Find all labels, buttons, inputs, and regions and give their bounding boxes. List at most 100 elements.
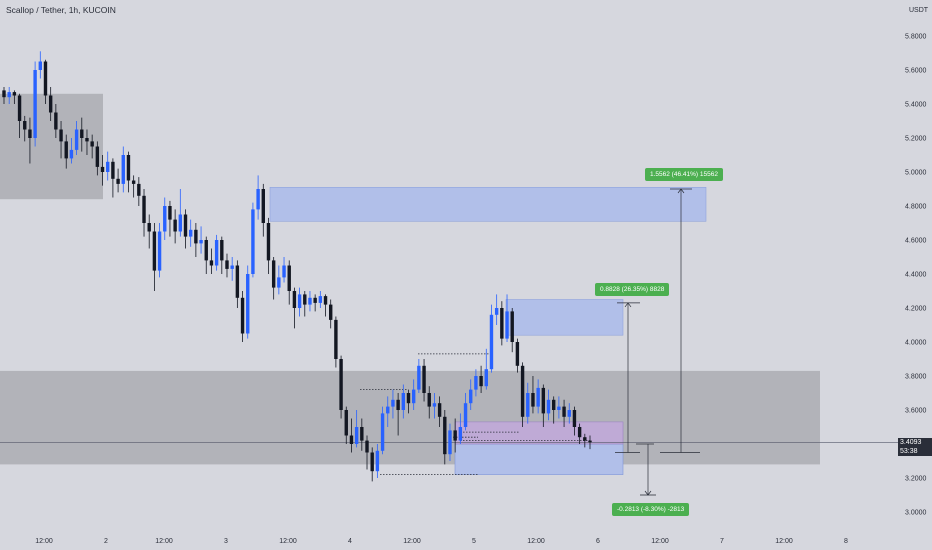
candle-25	[131, 175, 136, 198]
candle-45	[235, 260, 240, 308]
measure-tag-1: 1.5562 (46.41%) 15562	[645, 168, 723, 181]
candle-body	[500, 308, 504, 339]
candle-body	[313, 297, 317, 303]
candle-body	[225, 260, 229, 269]
candle-body	[106, 161, 110, 172]
candle-72	[375, 444, 380, 478]
candle-body	[64, 141, 68, 159]
candle-body	[417, 365, 421, 390]
candle-body	[292, 291, 297, 308]
candle-67	[349, 418, 354, 453]
candle-107	[557, 396, 561, 419]
candle-body	[74, 129, 79, 150]
candle-body	[43, 61, 48, 96]
x-tick-label-7: 5	[472, 538, 476, 545]
candle-body	[339, 359, 343, 410]
candle-body	[401, 393, 406, 410]
candle-29	[152, 223, 157, 291]
candle-body	[126, 155, 131, 181]
candle-102	[531, 376, 535, 414]
candle-body	[209, 260, 214, 266]
candle-body	[85, 138, 89, 142]
candle-body	[422, 365, 426, 393]
candle-body	[354, 427, 359, 444]
candle-1	[7, 87, 11, 104]
candle-27	[142, 189, 146, 237]
candle-55	[287, 260, 291, 305]
x-tick-label-5: 4	[348, 538, 352, 545]
candle-103	[536, 379, 540, 414]
candle-body	[199, 240, 203, 244]
candle-23	[121, 146, 125, 193]
candle-18	[95, 141, 100, 176]
y-tick-label-0: 5.8000	[905, 34, 927, 41]
candle-body	[12, 92, 17, 96]
x-tick-label-2: 12:00	[155, 538, 173, 545]
candle-body	[163, 206, 167, 232]
candle-body	[121, 155, 125, 184]
candle-41	[214, 234, 219, 271]
candle-body	[567, 410, 571, 417]
candle-94	[489, 304, 494, 373]
candle-56	[292, 287, 297, 329]
candle-35	[183, 209, 188, 249]
y-tick-label-11: 3.6000	[905, 408, 927, 415]
candle-49	[256, 175, 260, 220]
candle-body	[380, 413, 385, 451]
candle-44	[230, 257, 234, 281]
candle-71	[370, 447, 374, 482]
candle-69	[360, 418, 364, 451]
candle-body	[277, 277, 281, 288]
candle-8	[43, 59, 48, 104]
candle-34	[178, 189, 183, 237]
candle-body	[308, 297, 312, 305]
candle-body	[365, 440, 369, 453]
candle-body	[188, 229, 193, 237]
measure-arrow-3	[644, 490, 652, 496]
candle-92	[479, 365, 483, 393]
x-tick-label-10: 12:00	[651, 538, 669, 545]
candle-3	[17, 93, 22, 138]
candle-body	[235, 265, 240, 298]
candle-body	[194, 229, 198, 244]
candle-80	[417, 359, 421, 393]
candle-38	[199, 226, 203, 254]
current-price-value: 3.4093	[900, 439, 922, 446]
candle-43	[225, 253, 229, 278]
candle-body	[204, 240, 208, 261]
y-tick-label-10: 3.8000	[905, 374, 927, 381]
candle-85	[443, 410, 447, 465]
x-tick-label-9: 6	[596, 538, 600, 545]
candle-body	[38, 61, 43, 70]
candle-body	[391, 399, 395, 407]
candle-body	[494, 308, 499, 315]
y-tick-label-2: 5.4000	[905, 102, 927, 109]
candle-63	[329, 299, 333, 329]
candle-body	[583, 437, 587, 441]
candle-6	[33, 61, 37, 147]
candle-body	[411, 389, 416, 404]
candle-17	[90, 134, 94, 159]
candle-99	[515, 338, 520, 373]
candle-19	[100, 155, 105, 186]
candle-body	[546, 399, 551, 414]
candle-body	[551, 399, 556, 410]
candle-31	[163, 197, 167, 240]
measure-arrow-2	[624, 302, 632, 308]
candle-33	[173, 209, 177, 244]
axis-ticks: 5.8000 5.6000 5.4000 5.2000 5.0000 4.8000 4.60…	[35, 7, 929, 545]
candle-11	[59, 121, 63, 159]
candle-body	[344, 410, 348, 436]
candle-body	[90, 141, 94, 147]
candle-28	[147, 214, 151, 249]
candle-36	[188, 219, 193, 247]
y-tick-label-13: 3.2000	[905, 476, 927, 483]
candle-37	[194, 223, 198, 257]
candle-86	[448, 423, 452, 461]
candle-body	[349, 435, 354, 444]
candle-body	[142, 195, 146, 223]
candle-54	[282, 257, 286, 283]
candle-body	[432, 403, 437, 407]
y-tick-label-3: 5.2000	[905, 136, 927, 143]
